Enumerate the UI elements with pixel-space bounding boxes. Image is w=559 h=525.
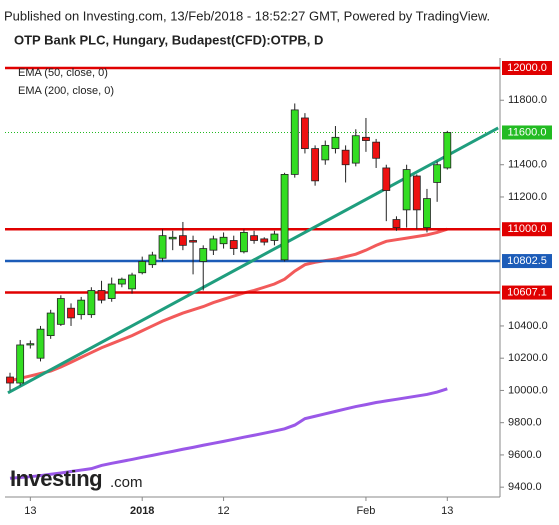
candle-body <box>26 343 35 346</box>
x-tick-label: 2018 <box>130 505 154 517</box>
candle-body <box>128 274 136 290</box>
y-tick-label: 11200.0 <box>508 191 547 203</box>
candle-body <box>260 238 269 243</box>
candle-body <box>412 175 421 211</box>
y-tick-label: 10200.0 <box>508 352 548 364</box>
candle-body <box>148 254 157 266</box>
candle-body <box>6 376 14 384</box>
x-tick-label: Feb <box>356 505 375 517</box>
level-tag <box>502 254 552 269</box>
candle-body <box>250 235 258 241</box>
legend-entry: EMA (200, close, 0) <box>18 85 114 97</box>
brand-suffix: .com <box>110 474 143 491</box>
candle-body <box>138 261 147 274</box>
candle-body <box>117 278 126 285</box>
y-tick-label: 9800.0 <box>508 417 542 429</box>
x-tick-label: 13 <box>24 505 36 517</box>
level-tag <box>502 125 552 140</box>
candle-body <box>168 236 177 240</box>
candle-body <box>209 238 218 251</box>
level-tag-label: 11600.0 <box>508 126 547 138</box>
candle-body <box>311 148 320 182</box>
candle-body <box>382 167 391 191</box>
y-tick-label: 11400.0 <box>508 159 547 171</box>
candle-body <box>36 328 45 359</box>
candle-body <box>433 164 442 183</box>
y-tick-label: 9400.0 <box>508 481 542 493</box>
candle-body <box>372 141 381 159</box>
candle-body <box>362 136 370 141</box>
candle-body <box>351 135 360 164</box>
level-tag <box>502 222 552 237</box>
level-tag-label: 10607.1 <box>507 286 547 298</box>
level-tag-label: 10802.5 <box>507 255 547 267</box>
candle-body <box>280 174 289 261</box>
level-tag-label: 12000.0 <box>507 62 547 74</box>
candle-body <box>290 109 299 175</box>
x-tick-label: 13 <box>441 505 453 517</box>
trend-line <box>7 126 499 395</box>
candle-body <box>97 290 106 301</box>
x-tick-label: 12 <box>217 505 229 517</box>
candle-body <box>240 232 248 253</box>
candle-body <box>158 235 167 259</box>
candle-body <box>178 235 187 246</box>
y-tick-label: 10000.0 <box>508 384 548 396</box>
legend-entry: EMA (50, close, 0) <box>18 67 108 79</box>
candle-body <box>87 290 96 316</box>
candle-body <box>270 233 279 241</box>
candle-body <box>443 132 452 169</box>
candle-body <box>229 240 238 249</box>
candle-body <box>77 299 86 316</box>
y-tick-label: 10400.0 <box>508 320 548 332</box>
y-tick-label: 11800.0 <box>508 94 547 106</box>
published-note: Published on Investing.com, 13/Feb/2018 … <box>4 8 490 23</box>
candle-body <box>199 248 208 262</box>
candle-body <box>392 219 401 229</box>
y-tick-label: 9600.0 <box>508 449 542 461</box>
candle-body <box>321 144 330 161</box>
candle-body <box>189 240 197 243</box>
brand-logo: Investing <box>10 466 102 491</box>
candle-body <box>16 344 25 384</box>
level-tag-label: 11000.0 <box>508 223 547 235</box>
level-tag <box>502 285 552 300</box>
candle-body <box>56 298 65 325</box>
candle-body <box>331 136 340 150</box>
ema-line <box>9 227 448 383</box>
candle-body <box>67 307 75 319</box>
level-tag <box>502 60 552 75</box>
chart-title: OTP Bank PLC, Hungary, Budapest(CFD):OTP… <box>14 32 323 47</box>
candle-body <box>341 149 350 166</box>
candle-body <box>301 117 309 150</box>
candle-body <box>402 169 411 211</box>
ema-line <box>9 387 448 480</box>
candle-body <box>423 198 431 229</box>
candle-body <box>46 312 55 337</box>
candle-body <box>107 283 116 299</box>
candle-body <box>219 236 228 245</box>
